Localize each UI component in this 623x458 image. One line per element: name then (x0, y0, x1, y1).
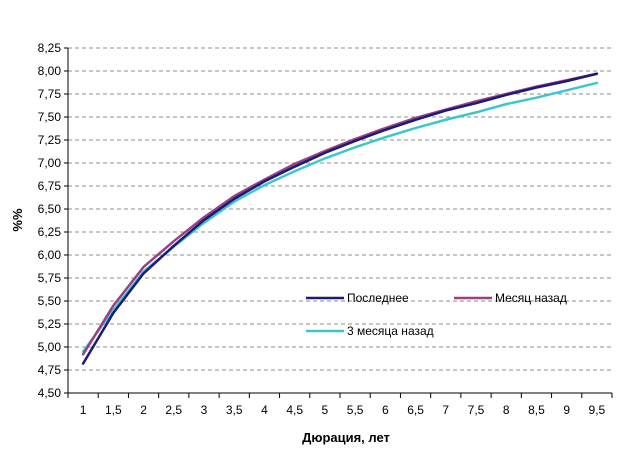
x-tick-label: 7 (442, 403, 449, 417)
y-tick-label: 7,75 (38, 87, 62, 101)
y-tick-label: 6,25 (38, 225, 62, 239)
y-tick-label: 4,50 (38, 386, 62, 400)
series-line-2 (81, 72, 599, 356)
y-tick-label: 6,75 (38, 179, 62, 193)
y-tick-label: 7,50 (38, 110, 62, 124)
y-tick-label: 5,50 (38, 294, 62, 308)
y-axis-title: %% (10, 208, 25, 232)
x-tick-label: 6 (382, 403, 389, 417)
y-tick-label: 7,25 (38, 133, 62, 147)
y-tick-label: 5,25 (38, 317, 62, 331)
y-tick-label: 8,00 (38, 64, 62, 78)
series-line-1 (81, 72, 599, 365)
legend: Последнее Месяц назад 3 месяца назад (306, 291, 567, 338)
x-tick-label: 7,5 (468, 403, 485, 417)
x-tick-label: 4 (261, 403, 268, 417)
gridlines (68, 47, 612, 371)
x-tick-label: 9,5 (589, 403, 606, 417)
y-tick-label: 4,75 (38, 363, 62, 377)
legend-label-3: 3 месяца назад (347, 324, 434, 338)
series-line-3 (81, 81, 599, 353)
y-tick-label: 7,00 (38, 156, 62, 170)
x-tick-label: 2 (140, 403, 147, 417)
x-tick-label: 5 (322, 403, 329, 417)
x-tick-label: 5,5 (347, 403, 364, 417)
y-tick-label: 5,75 (38, 271, 62, 285)
axes (64, 47, 613, 398)
y-tick-label: 6,00 (38, 248, 62, 262)
y-tick-labels: 4,50 4,75 5,00 5,25 5,50 5,75 6,00 6,25 6,50 6,75… (38, 41, 62, 400)
x-tick-label: 4,5 (286, 403, 303, 417)
x-axis-title: Дюрация, лет (302, 430, 390, 445)
x-tick-label: 3 (201, 403, 208, 417)
x-tick-label: 6,5 (407, 403, 424, 417)
x-tick-label: 1 (80, 403, 87, 417)
legend-label-1: Последнее (347, 291, 409, 305)
x-tick-labels: 1 1,5 2 2,5 3 3,5 4 4,5 5 5,5 6 6,5 7 7,5 8 8,5 9 9,5 (80, 403, 606, 417)
y-tick-label: 5,00 (38, 340, 62, 354)
y-tick-label: 8,25 (38, 41, 62, 55)
x-tick-label: 8,5 (528, 403, 545, 417)
x-tick-label: 3,5 (226, 403, 243, 417)
series-lines (81, 72, 599, 365)
legend-label-2: Месяц назад (495, 291, 567, 305)
x-tick-label: 9 (563, 403, 570, 417)
x-tick-label: 8 (503, 403, 510, 417)
y-tick-label: 6,50 (38, 202, 62, 216)
x-tick-label: 1,5 (105, 403, 122, 417)
x-tick-label: 2,5 (165, 403, 182, 417)
